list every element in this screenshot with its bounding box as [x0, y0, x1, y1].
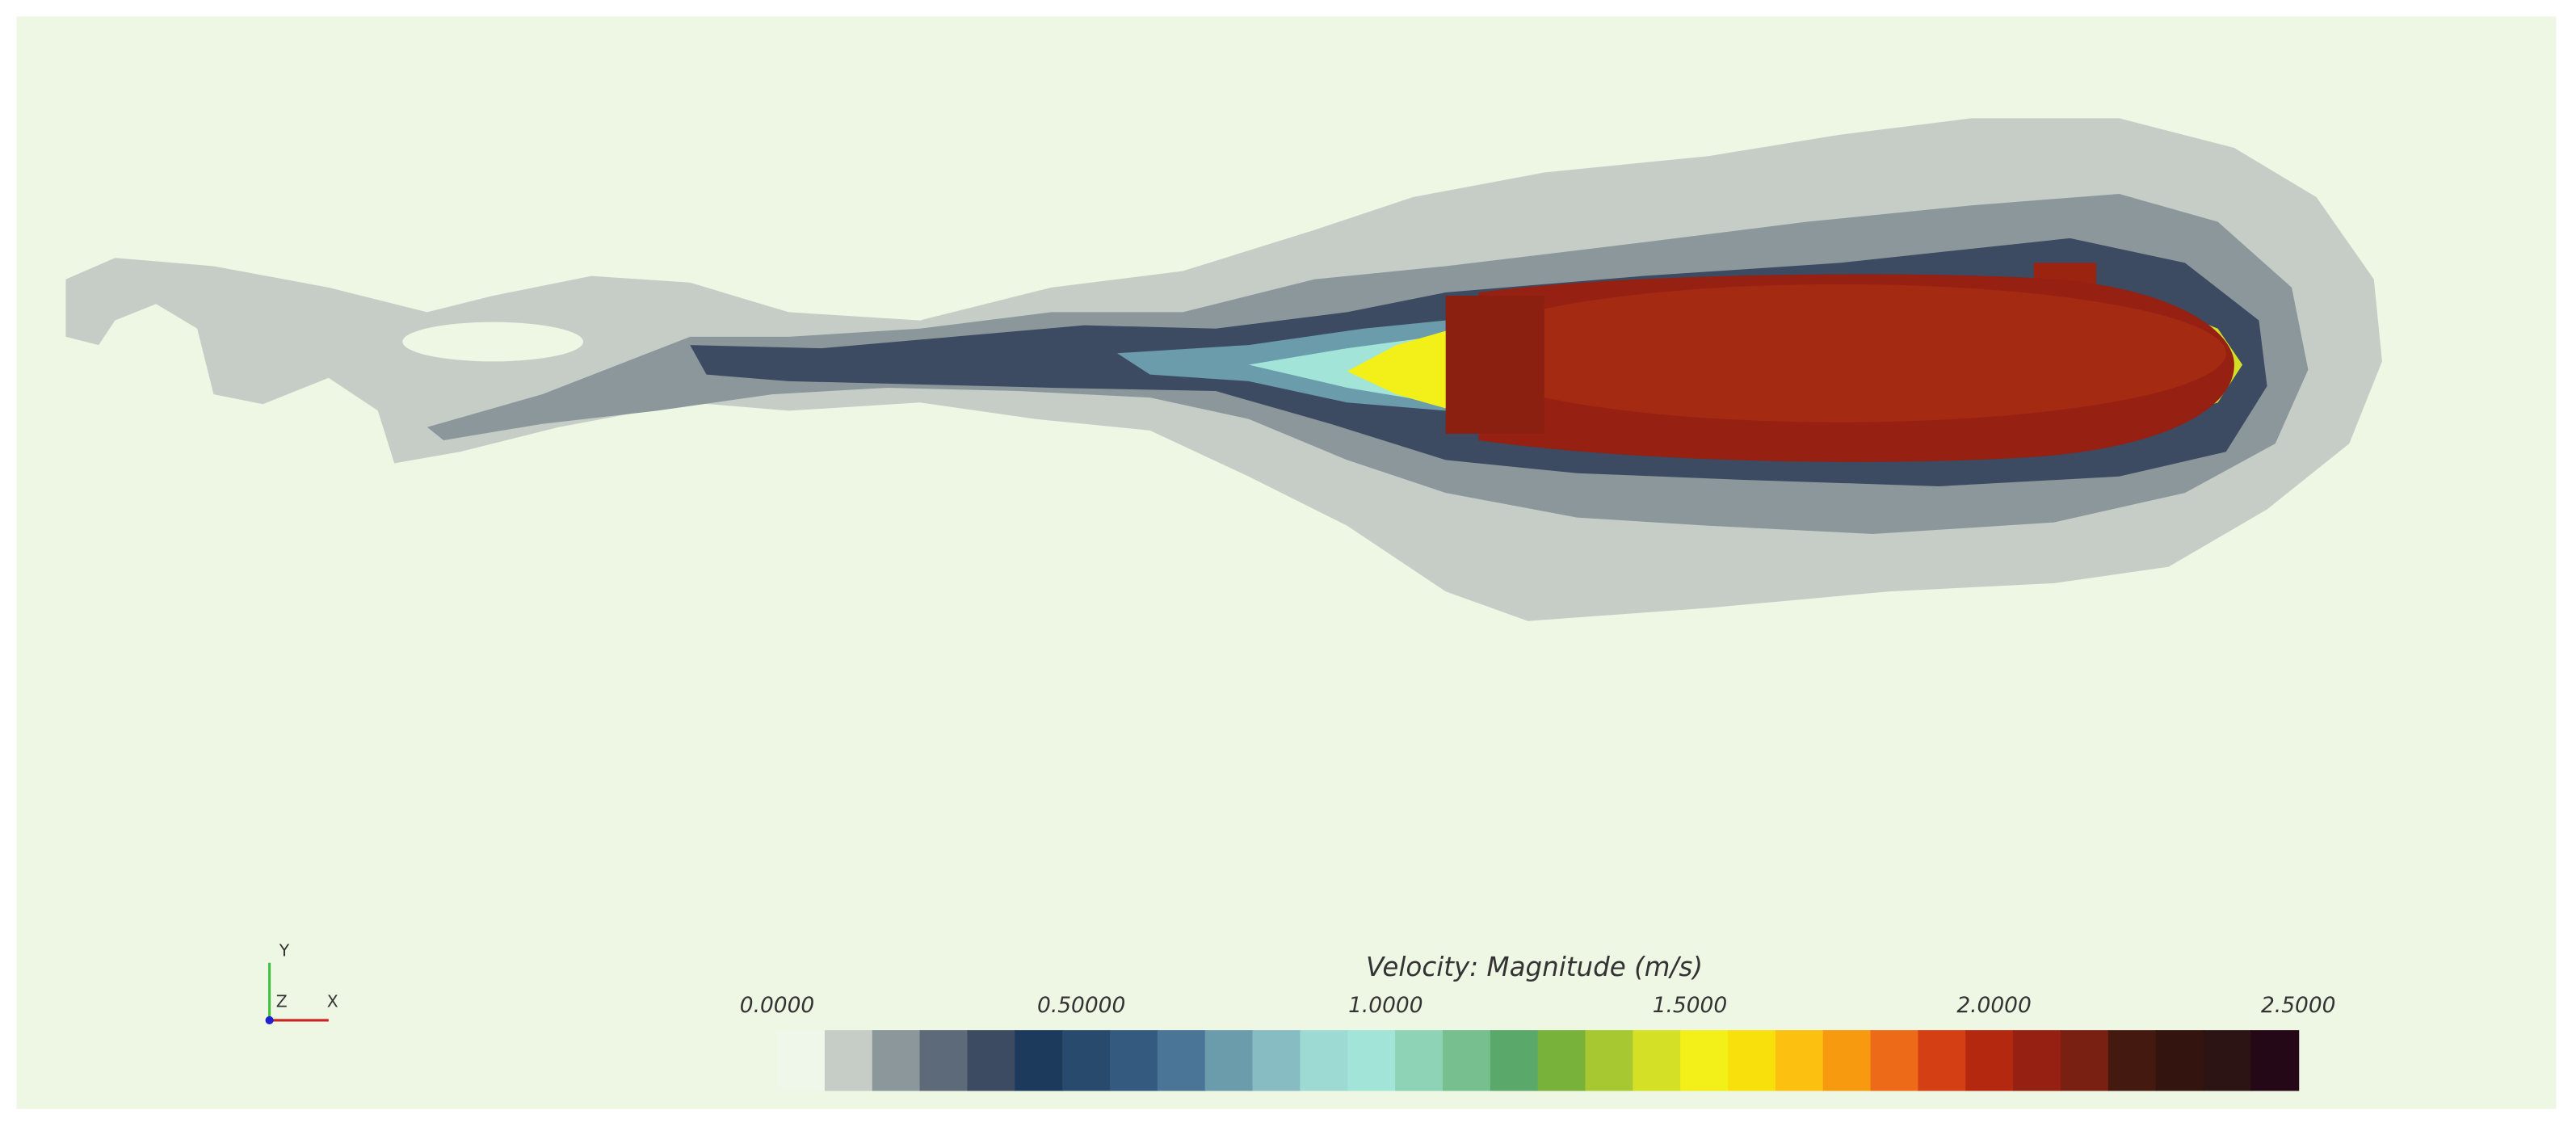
colorbar-band	[1015, 1030, 1064, 1091]
colorbar-tick-label: 1.5000	[1653, 993, 1727, 1018]
colorbar-band	[1157, 1030, 1206, 1091]
colorbar-band	[1347, 1030, 1397, 1091]
colorbar-band	[1775, 1030, 1824, 1091]
colorbar-band	[967, 1030, 1016, 1091]
colorbar-band	[824, 1030, 873, 1091]
colorbar-band	[1822, 1030, 1872, 1091]
z-axis-dot	[265, 1015, 274, 1025]
colorbar-title: Velocity: Magnitude (m/s)	[1366, 952, 1703, 982]
colorbar-band	[1062, 1030, 1111, 1091]
colorbar-band	[2250, 1030, 2300, 1091]
colorbar-band	[1633, 1030, 1682, 1091]
colorbar-band	[2060, 1030, 2109, 1091]
colorbar-band	[1490, 1030, 1539, 1091]
axes-triad: Y Z X	[265, 941, 338, 1025]
colorbar-band	[1728, 1030, 1776, 1091]
colorbar-tick-label: 0.0000	[740, 993, 814, 1018]
colorbar-band	[872, 1030, 921, 1091]
colorbar-band	[1585, 1030, 1634, 1091]
colorbar-tick-label: 2.5000	[2261, 993, 2335, 1018]
colorbar: Velocity: Magnitude (m/s) 0.0000 0.50000 1…	[740, 952, 2335, 1091]
colorbar-band	[2107, 1030, 2157, 1091]
colorbar-tick-label: 2.0000	[1956, 993, 2031, 1018]
colorbar-band	[919, 1030, 969, 1091]
colorbar-band	[2013, 1030, 2061, 1091]
y-axis-label: Y	[279, 941, 290, 961]
colorbar-tick-label: 1.0000	[1348, 993, 1422, 1018]
colorbar-band	[1252, 1030, 1301, 1091]
colorbar-band	[1109, 1030, 1158, 1091]
colorbar-band	[1300, 1030, 1349, 1091]
stern	[1445, 296, 1544, 434]
hull	[1445, 263, 2234, 462]
contour-hole	[402, 322, 584, 362]
colorbar-band	[1204, 1030, 1254, 1091]
colorbar-band	[2203, 1030, 2252, 1091]
contour-yellow	[1347, 328, 1454, 411]
colorbar-band	[1918, 1030, 1967, 1091]
x-axis-label: X	[327, 992, 338, 1011]
colorbar-band	[777, 1030, 826, 1091]
hull-highlight	[1453, 284, 2226, 423]
colorbar-band	[1965, 1030, 2015, 1091]
colorbar-band	[1395, 1030, 1443, 1091]
colorbar-band	[2155, 1030, 2204, 1091]
colorbar-band	[1442, 1030, 1491, 1091]
z-axis-label: Z	[276, 992, 288, 1011]
colorbar-band	[1537, 1030, 1586, 1091]
colorbar-band	[1680, 1030, 1729, 1091]
colorbar-band	[1870, 1030, 1919, 1091]
colorbar-tick-label: 0.50000	[1037, 993, 1125, 1018]
